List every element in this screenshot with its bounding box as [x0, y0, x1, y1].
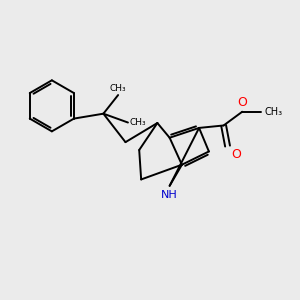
- Text: CH₃: CH₃: [265, 107, 283, 117]
- Text: O: O: [237, 96, 247, 109]
- Text: CH₃: CH₃: [110, 84, 126, 93]
- Text: NH: NH: [161, 190, 178, 200]
- Text: CH₃: CH₃: [130, 118, 146, 127]
- Text: O: O: [231, 148, 241, 160]
